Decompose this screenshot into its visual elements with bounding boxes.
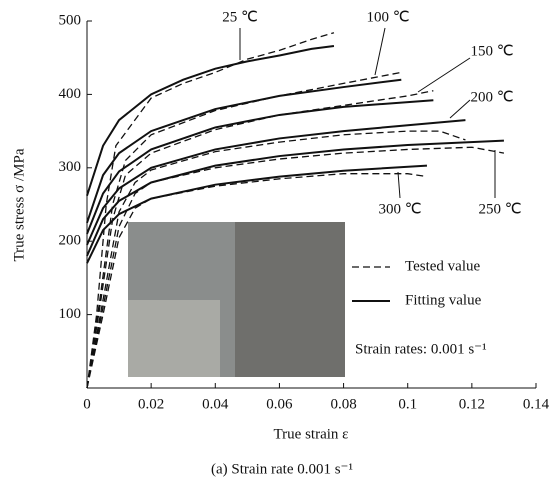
y-tick-label: 100	[59, 306, 82, 322]
leader-line	[374, 27, 386, 76]
tested-curve	[86, 173, 428, 389]
y-axis-label: True stress σ /MPa	[11, 148, 27, 261]
y-tick-label: 200	[59, 233, 82, 249]
inset-photo-part	[128, 300, 220, 377]
leader-line	[449, 99, 471, 119]
temperature-label: 150 ℃	[470, 43, 513, 59]
x-tick-label: 0.12	[459, 396, 485, 412]
y-tick-label: 500	[59, 12, 82, 28]
leader-line	[417, 57, 471, 93]
tested-curve	[86, 130, 466, 389]
temperature-label: 300 ℃	[378, 201, 421, 217]
fitting-curve	[86, 99, 434, 235]
x-tick-label: 0.1	[398, 396, 417, 412]
legend-label: Tested value	[405, 258, 481, 274]
tested-curve	[86, 32, 335, 389]
temperature-label: 25 ℃	[222, 9, 258, 25]
y-tick-label: 400	[59, 86, 82, 102]
fitting-curve	[86, 164, 428, 264]
temperature-label: 100 ℃	[366, 9, 409, 25]
x-tick-label: 0.02	[138, 396, 164, 412]
leader-line	[397, 171, 401, 199]
legend-label: Fitting value	[405, 292, 482, 308]
caption: (a) Strain rate 0.001 s⁻¹	[211, 461, 353, 477]
x-tick-label: 0.08	[330, 396, 356, 412]
y-tick-label: 300	[59, 159, 82, 175]
fitting-curve	[86, 119, 466, 246]
fitting-curve	[86, 78, 402, 224]
note: Strain rates: 0.001 s⁻¹	[355, 341, 487, 357]
fitting-curve	[86, 44, 335, 196]
tested-curve	[86, 146, 505, 389]
x-tick-label: 0	[83, 396, 91, 412]
temperature-label: 200 ℃	[470, 89, 513, 105]
x-tick-label: 0.04	[202, 396, 229, 412]
fitting-curve	[86, 139, 504, 257]
x-tick-label: 0.14	[523, 396, 550, 412]
temperature-label: 250 ℃	[478, 201, 521, 217]
inset-photo-part	[235, 222, 345, 377]
tested-curve	[86, 71, 402, 389]
x-axis-label: True strain ε	[274, 426, 349, 442]
x-tick-label: 0.06	[266, 396, 293, 412]
tested-curve	[86, 90, 434, 389]
